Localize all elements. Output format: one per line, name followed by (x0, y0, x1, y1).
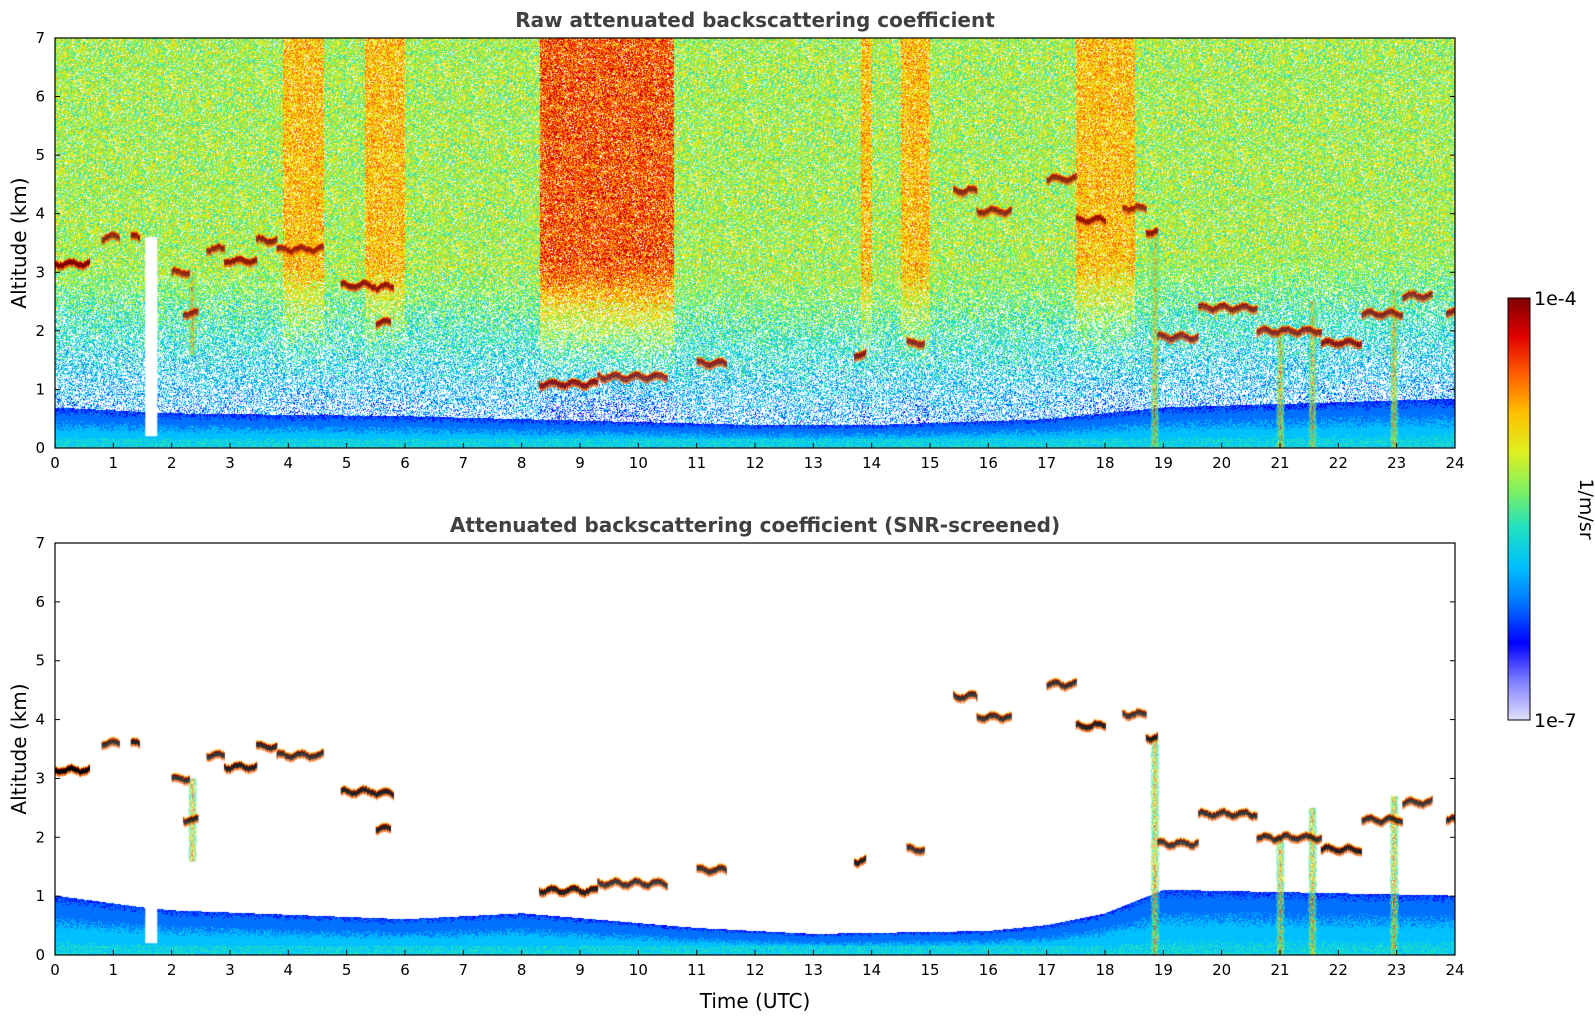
x-tick-label: 17 (1037, 454, 1056, 472)
y-tick-label: 2 (35, 322, 45, 340)
x-tick-label: 15 (920, 454, 939, 472)
raw-raster (55, 38, 1455, 448)
screened-y-ticks: 0 1 2 3 4 5 6 7 (35, 534, 1455, 964)
screened-raster (55, 543, 1455, 955)
y-tick-label: 2 (35, 828, 45, 846)
y-tick-label: 7 (35, 29, 45, 47)
x-tick-label: 20 (1212, 961, 1231, 979)
y-tick-label: 0 (35, 439, 45, 457)
x-tick-label: 16 (979, 454, 998, 472)
x-tick-label: 10 (629, 961, 648, 979)
y-tick-label: 4 (35, 711, 45, 729)
colorbar-gradient (1507, 297, 1531, 721)
x-tick-label: 2 (167, 454, 177, 472)
x-tick-label: 8 (517, 454, 527, 472)
y-tick-label: 7 (35, 534, 45, 552)
x-tick-label: 18 (1095, 454, 1114, 472)
x-tick-label: 11 (687, 961, 706, 979)
x-tick-label: 24 (1445, 961, 1464, 979)
x-tick-label: 21 (1270, 454, 1289, 472)
y-tick-label: 1 (35, 887, 45, 905)
x-tick-label: 4 (284, 454, 294, 472)
x-tick-label: 21 (1270, 961, 1289, 979)
x-tick-label: 4 (284, 961, 294, 979)
x-tick-label: 13 (804, 454, 823, 472)
y-tick-label: 3 (35, 263, 45, 281)
x-tick-label: 12 (745, 961, 764, 979)
y-tick-label: 4 (35, 205, 45, 223)
screened-y-axis-label: Altitude (km) (7, 683, 31, 814)
x-tick-label: 19 (1154, 454, 1173, 472)
x-tick-label: 22 (1329, 454, 1348, 472)
x-tick-label: 1 (109, 961, 119, 979)
y-tick-label: 0 (35, 946, 45, 964)
raw-heatmap (55, 38, 1455, 448)
x-tick-label: 8 (517, 961, 527, 979)
x-tick-label: 0 (50, 961, 60, 979)
x-tick-label: 6 (400, 454, 410, 472)
screened-x-ticks: 0 1 2 3 4 5 6 7 8 9 10 11 12 13 14 15 16 17 18 19 20 21 22 23 24 (50, 950, 1465, 979)
x-tick-label: 20 (1212, 454, 1231, 472)
x-tick-label: 9 (575, 454, 585, 472)
raw-y-ticks: 0 1 2 3 4 5 6 7 (35, 29, 1455, 457)
x-tick-label: 23 (1387, 961, 1406, 979)
x-tick-label: 2 (167, 961, 177, 979)
x-tick-label: 16 (979, 961, 998, 979)
x-tick-label: 7 (459, 454, 469, 472)
x-tick-label: 17 (1037, 961, 1056, 979)
x-tick-label: 22 (1329, 961, 1348, 979)
x-tick-label: 1 (109, 454, 119, 472)
x-axis-label: Time (UTC) (699, 989, 811, 1013)
x-tick-label: 14 (862, 961, 881, 979)
colorbar-unit-label: 1/m/sr (1575, 478, 1595, 539)
y-tick-label: 6 (35, 593, 45, 611)
screened-backscatter-panel: Attenuated backscattering coefficient (S… (7, 513, 1465, 1013)
x-tick-label: 5 (342, 961, 352, 979)
x-tick-label: 9 (575, 961, 585, 979)
x-tick-label: 13 (804, 961, 823, 979)
x-tick-label: 18 (1095, 961, 1114, 979)
x-tick-label: 0 (50, 454, 60, 472)
y-tick-label: 1 (35, 380, 45, 398)
raw-backscatter-panel: Raw attenuated backscattering coefficien… (7, 8, 1465, 472)
x-tick-label: 12 (745, 454, 764, 472)
x-tick-label: 14 (862, 454, 881, 472)
colorbar-min-label: 1e-7 (1534, 710, 1577, 732)
y-tick-label: 3 (35, 769, 45, 787)
y-tick-label: 5 (35, 652, 45, 670)
raw-x-ticks: 0 1 2 3 4 5 6 7 8 9 10 11 12 13 14 15 16 17 18 19 20 21 22 23 24 (50, 443, 1465, 472)
x-tick-label: 10 (629, 454, 648, 472)
x-tick-label: 19 (1154, 961, 1173, 979)
x-tick-label: 24 (1445, 454, 1464, 472)
x-tick-label: 7 (459, 961, 469, 979)
x-tick-label: 23 (1387, 454, 1406, 472)
x-tick-label: 5 (342, 454, 352, 472)
x-tick-label: 6 (400, 961, 410, 979)
screened-heatmap (55, 543, 1455, 955)
raw-panel-title: Raw attenuated backscattering coefficien… (515, 8, 995, 32)
screened-panel-title: Attenuated backscattering coefficient (S… (450, 513, 1060, 537)
y-tick-label: 6 (35, 88, 45, 106)
colorbar: 1e-4 1e-7 1/m/sr (1507, 288, 1595, 732)
x-tick-label: 11 (687, 454, 706, 472)
colorbar-max-label: 1e-4 (1534, 288, 1577, 310)
x-tick-label: 15 (920, 961, 939, 979)
raw-y-axis-label: Altitude (km) (7, 177, 31, 308)
y-tick-label: 5 (35, 146, 45, 164)
x-tick-label: 3 (225, 961, 235, 979)
x-tick-label: 3 (225, 454, 235, 472)
